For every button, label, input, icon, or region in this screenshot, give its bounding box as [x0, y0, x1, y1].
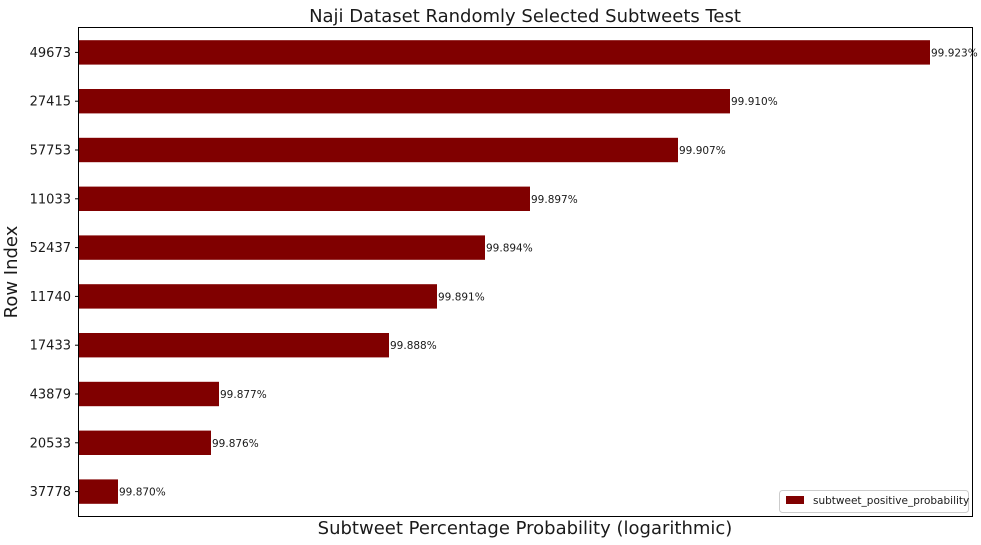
y-tick-label: 57753 — [30, 144, 71, 159]
data-label: 99.897% — [531, 194, 578, 206]
bar-11033 — [79, 186, 530, 211]
bar-27415 — [79, 89, 730, 114]
y-tick-label: 52437 — [30, 241, 71, 256]
data-label: 99.870% — [119, 487, 166, 499]
data-label: 99.894% — [486, 243, 533, 255]
bar-49673 — [79, 40, 930, 65]
plot-frame — [78, 27, 973, 517]
y-tick-label: 11033 — [30, 192, 71, 207]
y-tick-label: 49673 — [30, 46, 71, 61]
bar-37778 — [79, 479, 118, 504]
data-label: 99.877% — [220, 389, 267, 401]
bar-11740 — [79, 284, 437, 309]
legend-box — [779, 490, 969, 513]
y-tick-label: 43879 — [30, 388, 71, 403]
data-label: 99.891% — [438, 291, 485, 303]
bar-group — [79, 40, 930, 504]
chart-title: Naji Dataset Randomly Selected Subtweets… — [309, 6, 741, 27]
y-tick-labels: 37778 20533 43879 17433 11740 52437 11033 57753… — [30, 46, 79, 500]
y-tick-label: 17433 — [30, 339, 71, 354]
bar-20533 — [79, 430, 211, 455]
y-tick-label: 20533 — [30, 436, 71, 451]
data-label: 99.910% — [731, 96, 778, 108]
data-label: 99.923% — [931, 47, 978, 59]
data-labels: 99.870% 99.876% 99.877% 99.888% 99.891% 99.89… — [119, 47, 978, 498]
legend: subtweet_positive_probability — [779, 490, 969, 513]
bar-43879 — [79, 381, 219, 407]
bar-17433 — [79, 333, 389, 358]
bar-57753 — [79, 137, 678, 163]
y-tick-label: 37778 — [30, 485, 71, 500]
data-label: 99.876% — [212, 438, 259, 450]
data-label: 99.888% — [390, 340, 437, 352]
y-tick-label: 27415 — [30, 95, 71, 110]
legend-label: subtweet_positive_probability — [813, 495, 969, 507]
y-axis-label: Row Index — [1, 225, 22, 318]
data-label: 99.907% — [679, 145, 726, 157]
legend-swatch — [786, 496, 804, 504]
y-tick-label: 11740 — [30, 290, 71, 305]
x-axis-label: Subtweet Percentage Probability (logarit… — [318, 518, 733, 539]
bar-52437 — [79, 235, 485, 260]
